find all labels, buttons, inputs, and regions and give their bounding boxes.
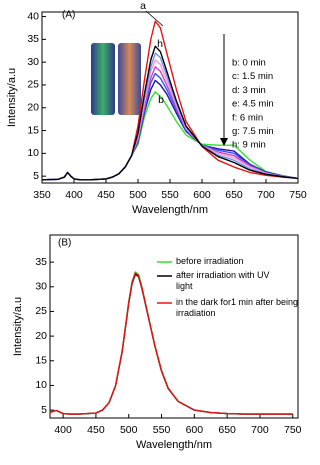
x-tick-label: 700 <box>257 189 275 201</box>
legend-label: b: 0 min <box>232 58 266 69</box>
legend-label: in the dark for1 min after being irradia… <box>176 297 299 318</box>
trend-arrow-head <box>220 138 228 146</box>
curve-label: h <box>157 38 163 50</box>
y-tick-label: 5 <box>33 170 39 182</box>
x-tick-label: 400 <box>54 424 72 436</box>
x-tick-label: 450 <box>87 424 105 436</box>
curve-label: a <box>140 0 146 12</box>
y-tick-label: 30 <box>27 56 39 68</box>
legend-label: g: 7.5 min <box>232 126 274 137</box>
y-tick-label: 15 <box>35 355 47 367</box>
y-axis-label: Intensity/a.u <box>6 68 18 127</box>
legend-label: before irradiation <box>176 256 244 266</box>
y-tick-label: 5 <box>41 404 47 416</box>
panel-label: (B) <box>58 238 71 249</box>
y-tick-label: 10 <box>27 147 39 159</box>
x-tick-label: 600 <box>193 189 211 201</box>
x-tick-label: 650 <box>218 424 236 436</box>
vial-photo <box>118 43 141 115</box>
x-tick-label: 500 <box>129 189 147 201</box>
legend-label: d: 3 min <box>232 85 266 96</box>
legend-label: h: 9 min <box>232 140 266 151</box>
legend-label: c: 1.5 min <box>232 71 273 82</box>
x-tick-label: 550 <box>161 189 179 201</box>
x-tick-label: 750 <box>284 424 302 436</box>
plot-frame <box>49 234 299 419</box>
y-tick-label: 20 <box>27 102 39 114</box>
y-tick-label: 35 <box>27 33 39 45</box>
y-tick-label: 15 <box>27 124 39 136</box>
y-tick-label: 20 <box>35 330 47 342</box>
y-tick-label: 25 <box>35 305 47 317</box>
legend-label: f: 6 min <box>232 112 263 123</box>
y-tick-label: 10 <box>35 379 47 391</box>
legend-label: e: 4.5 min <box>232 99 274 110</box>
x-tick-label: 350 <box>33 189 51 201</box>
panel-label: (A) <box>62 10 75 21</box>
x-tick-label: 550 <box>153 424 171 436</box>
legend-label: after irradiation with UV light <box>176 270 270 291</box>
y-axis-label: Intensity/a.u <box>12 297 24 356</box>
x-axis-label: Wavelength/nm <box>132 204 208 216</box>
x-tick-label: 650 <box>225 189 243 201</box>
y-tick-label: 40 <box>27 10 39 22</box>
x-axis-label: Wavelength/nm <box>136 439 212 451</box>
x-tick-label: 700 <box>251 424 269 436</box>
y-tick-label: 25 <box>27 79 39 91</box>
x-tick-label: 400 <box>65 189 83 201</box>
vial-photo <box>91 43 115 115</box>
series-line <box>49 272 293 415</box>
x-tick-label: 600 <box>186 424 204 436</box>
y-tick-label: 35 <box>35 256 47 268</box>
x-tick-label: 450 <box>97 189 115 201</box>
curve-label: b <box>158 94 164 106</box>
x-tick-label: 500 <box>120 424 138 436</box>
series-line <box>41 45 299 181</box>
y-tick-label: 30 <box>35 281 47 293</box>
x-tick-label: 750 <box>289 189 307 201</box>
pointer-arrow <box>145 10 164 27</box>
